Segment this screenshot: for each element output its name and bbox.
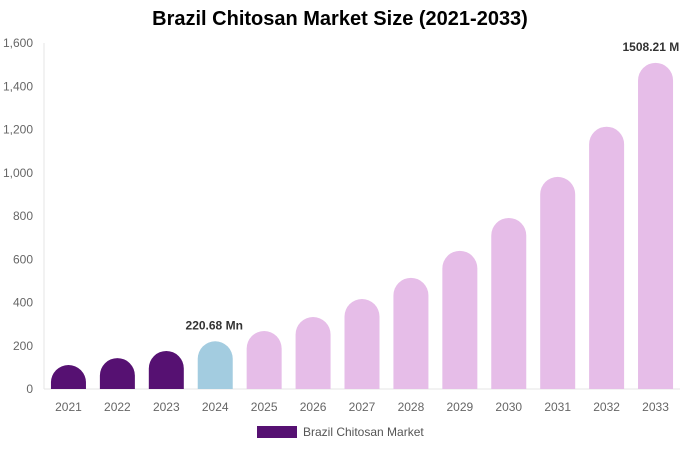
y-tick-label: 1,600 xyxy=(3,36,33,50)
bar-2026 xyxy=(295,316,331,389)
y-tick-label: 400 xyxy=(13,296,33,310)
x-tick-label: 2027 xyxy=(349,400,376,414)
bar-2021 xyxy=(50,364,86,389)
bar-2023 xyxy=(148,350,184,389)
bar-2029 xyxy=(442,250,478,389)
x-tick-label: 2032 xyxy=(593,400,620,414)
bar-2031 xyxy=(540,176,576,389)
x-tick-label: 2033 xyxy=(642,400,669,414)
x-tick-label: 2025 xyxy=(251,400,278,414)
bar-2032 xyxy=(589,126,625,389)
bar-2028 xyxy=(393,277,429,389)
bar-2030 xyxy=(491,217,527,389)
chart-title: Brazil Chitosan Market Size (2021-2033) xyxy=(152,8,528,30)
x-tick-label: 2021 xyxy=(55,400,82,414)
x-tick-label: 2029 xyxy=(446,400,473,414)
y-tick-label: 800 xyxy=(13,209,33,223)
y-tick-label: 1,400 xyxy=(3,79,33,93)
y-tick-label: 0 xyxy=(26,382,33,396)
x-tick-label: 2023 xyxy=(153,400,180,414)
x-tick-label: 2031 xyxy=(544,400,571,414)
y-tick-label: 200 xyxy=(13,339,33,353)
bar-2025 xyxy=(246,331,282,389)
y-tick-label: 1,000 xyxy=(3,166,33,180)
data-label-2024: 220.68 Mn xyxy=(186,318,243,332)
legend: Brazil Chitosan Market xyxy=(257,425,424,439)
y-tick-label: 600 xyxy=(13,252,33,266)
x-tick-label: 2030 xyxy=(495,400,522,414)
y-tick-label: 1,200 xyxy=(3,123,33,137)
bar-2024 xyxy=(197,341,233,389)
bar-2027 xyxy=(344,299,380,389)
legend-label: Brazil Chitosan Market xyxy=(303,425,424,439)
x-tick-label: 2024 xyxy=(202,400,229,414)
bar-2022 xyxy=(99,358,135,389)
x-tick-label: 2028 xyxy=(398,400,425,414)
data-label-2033: 1508.21 Mn xyxy=(623,40,680,54)
x-tick-label: 2026 xyxy=(300,400,327,414)
x-tick-label: 2022 xyxy=(104,400,131,414)
legend-swatch xyxy=(257,426,297,438)
bar-2033 xyxy=(638,62,674,390)
